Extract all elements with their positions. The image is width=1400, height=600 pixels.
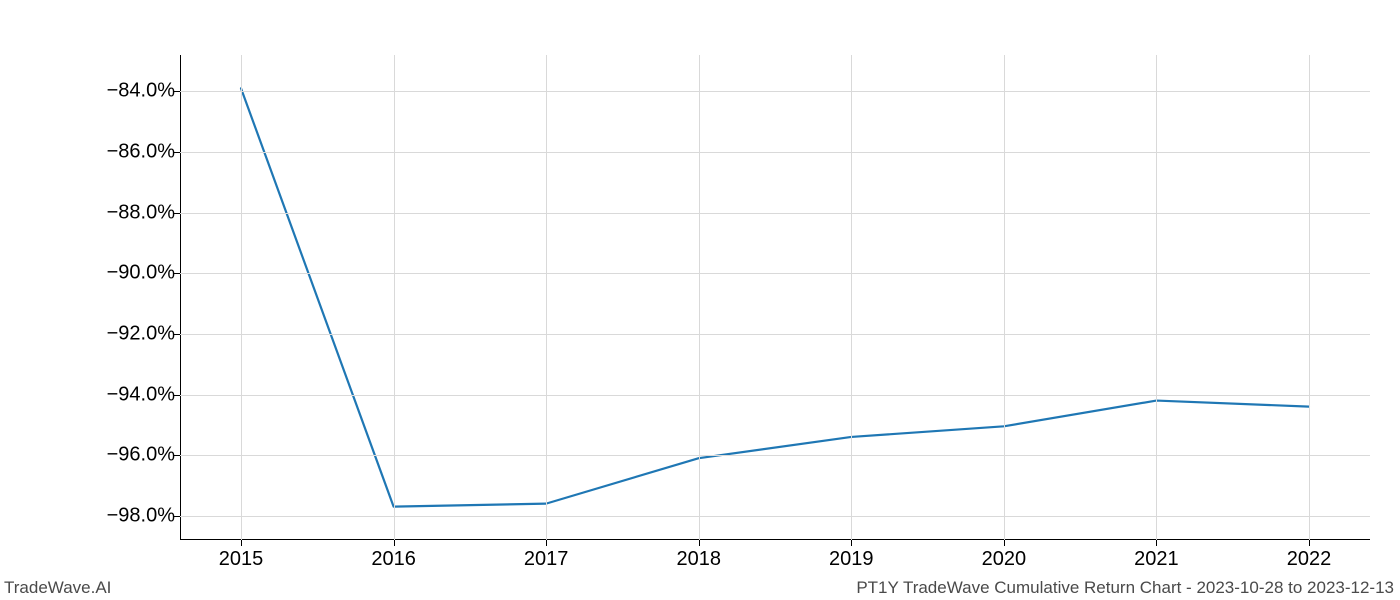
- x-tick-mark: [1004, 540, 1005, 546]
- grid-line-vertical: [1309, 55, 1310, 540]
- grid-line-horizontal: [180, 455, 1370, 456]
- grid-line-horizontal: [180, 516, 1370, 517]
- x-tick-mark: [546, 540, 547, 546]
- grid-line-vertical: [851, 55, 852, 540]
- footer-left-label: TradeWave.AI: [4, 578, 111, 598]
- y-tick-label: −94.0%: [55, 383, 175, 406]
- footer-right-label: PT1Y TradeWave Cumulative Return Chart -…: [856, 578, 1394, 598]
- y-tick-label: −86.0%: [55, 141, 175, 164]
- grid-line-horizontal: [180, 395, 1370, 396]
- y-tick-label: −92.0%: [55, 322, 175, 345]
- x-tick-label: 2015: [219, 548, 264, 571]
- grid-line-horizontal: [180, 213, 1370, 214]
- grid-line-vertical: [394, 55, 395, 540]
- y-tick-label: −88.0%: [55, 201, 175, 224]
- y-tick-label: −84.0%: [55, 80, 175, 103]
- x-tick-mark: [241, 540, 242, 546]
- grid-line-horizontal: [180, 152, 1370, 153]
- grid-line-vertical: [241, 55, 242, 540]
- grid-line-vertical: [1156, 55, 1157, 540]
- x-tick-label: 2016: [371, 548, 416, 571]
- y-tick-label: −96.0%: [55, 444, 175, 467]
- grid-line-vertical: [699, 55, 700, 540]
- grid-line-vertical: [546, 55, 547, 540]
- y-tick-label: −90.0%: [55, 262, 175, 285]
- chart-plot-area: [180, 55, 1370, 540]
- grid-line-horizontal: [180, 334, 1370, 335]
- x-tick-label: 2021: [1134, 548, 1179, 571]
- x-tick-mark: [851, 540, 852, 546]
- grid-line-horizontal: [180, 273, 1370, 274]
- x-tick-label: 2017: [524, 548, 569, 571]
- x-tick-label: 2018: [676, 548, 721, 571]
- x-tick-mark: [394, 540, 395, 546]
- x-tick-mark: [1309, 540, 1310, 546]
- grid-line-horizontal: [180, 91, 1370, 92]
- y-tick-label: −98.0%: [55, 504, 175, 527]
- x-tick-label: 2020: [982, 548, 1027, 571]
- x-tick-label: 2019: [829, 548, 874, 571]
- x-tick-label: 2022: [1287, 548, 1332, 571]
- grid-line-vertical: [1004, 55, 1005, 540]
- line-series: [180, 55, 1370, 540]
- x-tick-mark: [1156, 540, 1157, 546]
- x-tick-mark: [699, 540, 700, 546]
